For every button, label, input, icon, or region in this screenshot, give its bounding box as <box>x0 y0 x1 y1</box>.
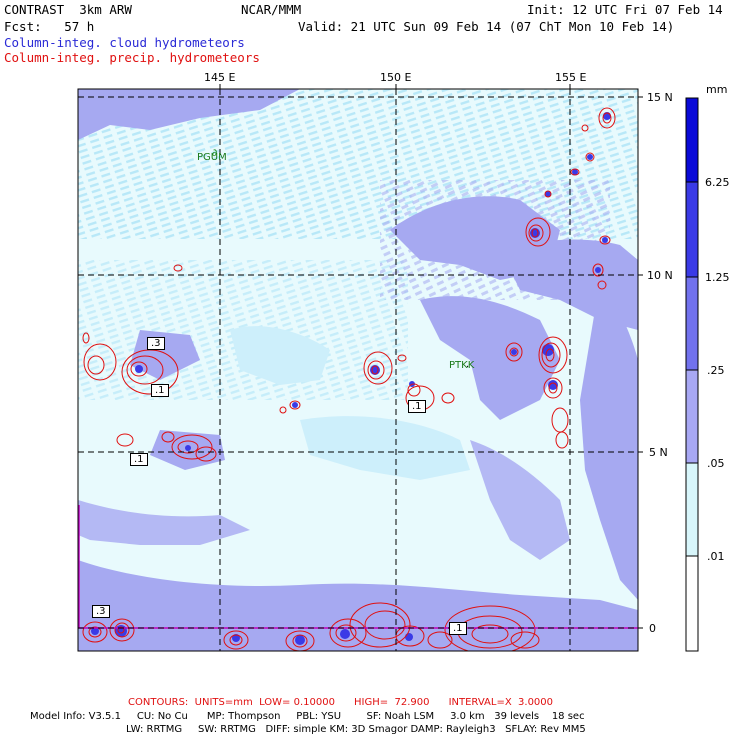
contour-label: .1 <box>408 400 426 413</box>
contours-info: CONTOURS: UNITS=mm LOW= 0.10000 HIGH= 72… <box>128 697 554 708</box>
map-frame <box>77 88 639 652</box>
model-info-line2: LW: RRTMG SW: RRTMG DIFF: simple KM: 3D … <box>126 724 586 735</box>
colorbar-level-05: .05 <box>707 457 725 470</box>
lat-label-10n: 10 N <box>647 269 673 282</box>
station-pgum-marker: ∂ <box>212 148 217 159</box>
org-label: NCAR/MMM <box>241 2 302 17</box>
station-ptkk: PTKK <box>449 360 475 371</box>
colorbar-swatch-5 <box>685 462 699 557</box>
colorbar-level-25: .25 <box>707 364 725 377</box>
lon-label-155: 155 E <box>555 71 587 84</box>
contour-label: .3 <box>147 337 165 350</box>
tick-marks <box>219 84 643 629</box>
colorbar-unit: mm <box>706 83 728 96</box>
lat-label-0: 0 <box>649 622 656 635</box>
lon-label-145: 145 E <box>204 71 236 84</box>
colorbar-level-1-25: 1.25 <box>705 271 730 284</box>
contour-label: .1 <box>151 384 169 397</box>
colorbar-swatch-3 <box>685 276 699 371</box>
init-time: Init: 12 UTC Fri 07 Feb 14 <box>527 2 723 17</box>
colorbar-swatch-6 <box>685 555 699 652</box>
station-ptkk-marker: · <box>466 362 469 373</box>
colorbar-swatch-2 <box>685 181 699 278</box>
colorbar-level-01: .01 <box>707 550 725 563</box>
colorbar <box>685 97 699 652</box>
colorbar-swatch-4 <box>685 369 699 464</box>
field-precip-label: Column-integ. precip. hydrometeors <box>4 50 260 65</box>
station-pgum: PGUM <box>197 152 227 163</box>
field-cloud-label: Column-integ. cloud hydrometeors <box>4 35 245 50</box>
contour-label: .1 <box>130 453 148 466</box>
forecast-hour: Fcst: 57 h <box>4 19 95 34</box>
gridlines <box>78 89 638 651</box>
lat-label-5n: 5 N <box>649 446 668 459</box>
lat-label-15n: 15 N <box>647 91 673 104</box>
lon-label-150: 150 E <box>380 71 412 84</box>
colorbar-level-6-25: 6.25 <box>705 176 730 189</box>
model-title: CONTRAST 3km ARW <box>4 2 132 17</box>
contour-label: .1 <box>449 622 467 635</box>
colorbar-swatch-1 <box>685 97 699 183</box>
valid-time: Valid: 21 UTC Sun 09 Feb 14 (07 ChT Mon … <box>298 19 675 34</box>
model-info-line1: Model Info: V3.5.1 CU: No Cu MP: Thompso… <box>30 711 585 722</box>
contour-label: .3 <box>92 605 110 618</box>
